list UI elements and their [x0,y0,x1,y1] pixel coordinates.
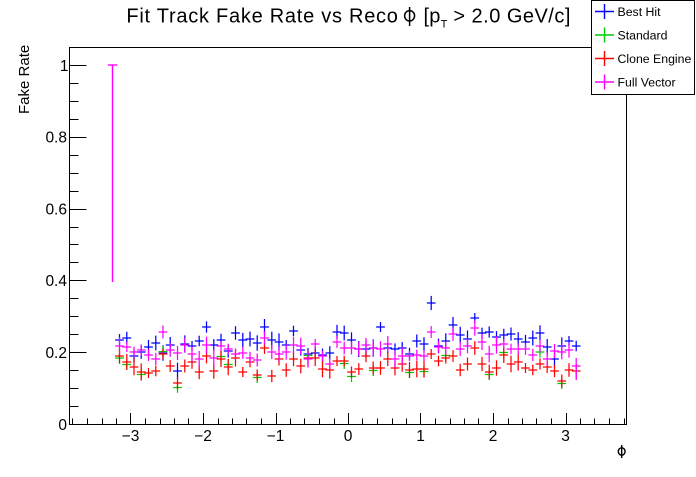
svg-text:1: 1 [60,58,69,75]
svg-text:0: 0 [344,428,353,445]
svg-text:0.4: 0.4 [45,273,67,290]
svg-text:0: 0 [58,417,67,434]
svg-text:Best Hit: Best Hit [618,5,662,19]
svg-text:[pT > 2.0 GeV/c]: [pT > 2.0 GeV/c] [424,5,571,30]
svg-text:3: 3 [561,428,570,445]
svg-text:0.8: 0.8 [45,130,67,147]
svg-text:Fake Rate: Fake Rate [16,45,33,114]
svg-text:2: 2 [489,428,498,445]
svg-text:0.6: 0.6 [45,201,67,218]
svg-text:−2: −2 [194,428,212,445]
svg-text:Fit Track Fake Rate vs Reco: Fit Track Fake Rate vs Reco [126,5,398,27]
svg-text:Full Vector: Full Vector [618,75,676,89]
svg-text:0.2: 0.2 [45,345,67,362]
svg-text:Standard: Standard [618,28,668,42]
svg-text:−3: −3 [122,428,140,445]
svg-text:Clone Engine: Clone Engine [618,52,692,66]
svg-text:1: 1 [416,428,425,445]
svg-text:−1: −1 [267,428,285,445]
